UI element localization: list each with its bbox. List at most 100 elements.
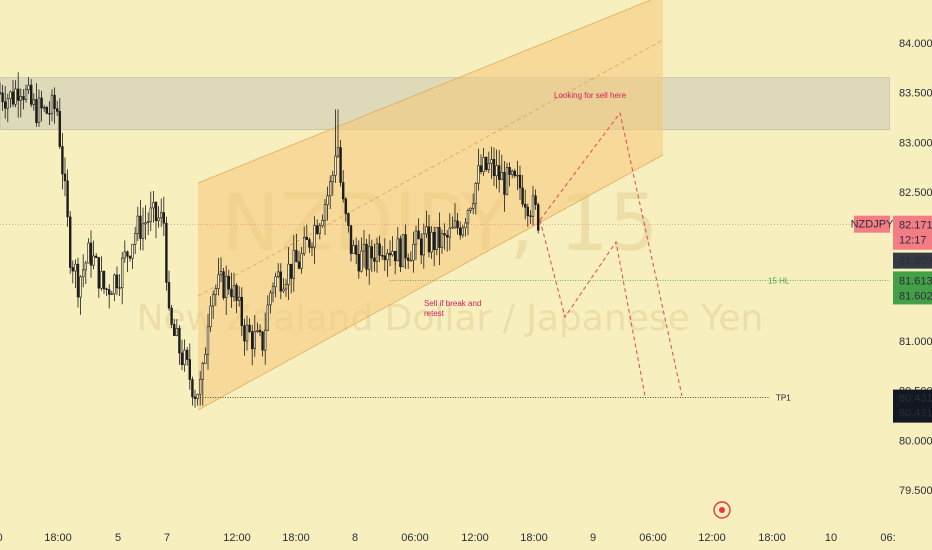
candle-body bbox=[344, 198, 347, 214]
candle-body bbox=[16, 88, 20, 101]
annotation-sell-zone: Looking for sell here bbox=[554, 91, 627, 100]
candle-body bbox=[536, 204, 540, 231]
annotations-layer: Looking for sell here Sell if break andre… bbox=[424, 91, 627, 318]
candle-body bbox=[251, 331, 254, 350]
candle-body bbox=[19, 96, 22, 101]
candle-body bbox=[134, 233, 137, 245]
candle-body bbox=[451, 226, 454, 229]
candle-body bbox=[40, 97, 43, 109]
time-marker-dot bbox=[719, 507, 725, 513]
candle-body bbox=[276, 271, 280, 277]
candle-body bbox=[531, 195, 535, 217]
x-tick-label: 18:00 bbox=[44, 532, 72, 544]
channel-fill bbox=[198, 0, 663, 410]
x-tick-label: 18:00 bbox=[758, 532, 786, 544]
candle-body bbox=[523, 203, 527, 208]
x-tick-label: 18:00 bbox=[282, 532, 310, 544]
candle-body bbox=[464, 222, 467, 229]
candle-body bbox=[193, 396, 197, 399]
candle-body bbox=[526, 206, 530, 217]
symbol-tag-text: NZDJPY bbox=[851, 219, 894, 231]
candle-body bbox=[469, 208, 472, 211]
green-price-tags bbox=[893, 271, 932, 305]
candle-body bbox=[105, 288, 108, 290]
candle-body bbox=[4, 101, 7, 109]
x-tick-label: 12:00 bbox=[698, 532, 726, 544]
candle-body bbox=[22, 96, 25, 100]
candle-body bbox=[409, 259, 412, 262]
candle-body bbox=[422, 233, 425, 256]
y-tick-label: 79.500 bbox=[899, 485, 932, 497]
tp-price-text-1: 80.431 bbox=[899, 393, 932, 405]
dark-price-tag bbox=[893, 252, 932, 269]
candle-body bbox=[183, 349, 186, 366]
candle-body bbox=[139, 215, 142, 239]
candle-body bbox=[380, 255, 384, 257]
candle-body bbox=[458, 227, 462, 236]
candle-body bbox=[425, 226, 428, 235]
candle-body bbox=[32, 99, 36, 105]
candle-body bbox=[110, 293, 114, 295]
candle-body bbox=[510, 170, 514, 175]
candle-body bbox=[438, 227, 441, 248]
candle-body bbox=[318, 225, 321, 234]
candle-body bbox=[274, 276, 277, 288]
candle-body bbox=[160, 212, 163, 219]
candle-body bbox=[253, 331, 256, 350]
candle-body bbox=[321, 220, 324, 226]
candle-body bbox=[82, 269, 85, 278]
channel-lower-line bbox=[197, 154, 664, 411]
channel-mid-line bbox=[197, 39, 664, 297]
candle-body bbox=[128, 256, 132, 259]
candle-body bbox=[289, 263, 293, 279]
candle-body bbox=[214, 288, 217, 295]
candle-body bbox=[113, 274, 116, 295]
candle-body bbox=[102, 270, 106, 290]
symbol-tag bbox=[854, 215, 890, 233]
candle-body bbox=[243, 325, 246, 342]
candle-body bbox=[225, 275, 228, 299]
candle-body bbox=[201, 363, 204, 380]
projection-layer bbox=[539, 111, 683, 397]
candle-body bbox=[149, 207, 152, 222]
x-tick-label: :00 bbox=[0, 532, 3, 544]
time-axis[interactable]: :00 18:00 5 7 12:00 18:00 8 06:00 12:00 18:00 9 06:… bbox=[0, 501, 896, 550]
candle-body bbox=[144, 222, 147, 225]
candle-body bbox=[378, 243, 381, 256]
candle-body bbox=[186, 349, 189, 360]
candle-body bbox=[432, 231, 436, 250]
candle-body bbox=[136, 215, 139, 234]
candle-body bbox=[71, 267, 75, 272]
candle-body bbox=[404, 234, 407, 259]
x-tick-label: 06:00 bbox=[639, 532, 667, 544]
candle-body bbox=[235, 285, 238, 301]
candle-body bbox=[521, 187, 524, 205]
candle-body bbox=[448, 227, 451, 238]
y-tick-label: 81.000 bbox=[899, 336, 932, 348]
time-marker-icon bbox=[713, 501, 731, 519]
candle-body bbox=[178, 328, 181, 354]
x-tick-label: 5 bbox=[115, 532, 121, 544]
candle-body bbox=[152, 202, 155, 209]
candle-body bbox=[11, 91, 15, 105]
candle-body bbox=[482, 157, 485, 172]
x-tick-label: 06:00 bbox=[401, 532, 429, 544]
candle-body bbox=[29, 84, 33, 105]
candle-body bbox=[466, 210, 470, 224]
x-tick-label: 7 bbox=[164, 532, 170, 544]
time-axis-bg bbox=[0, 525, 890, 550]
candle-body bbox=[508, 167, 511, 175]
candle-body bbox=[406, 257, 410, 261]
candle-body bbox=[484, 157, 488, 170]
candle-body bbox=[310, 246, 314, 249]
candle-body bbox=[188, 359, 191, 380]
candle-body bbox=[360, 250, 363, 272]
candle-body bbox=[256, 330, 259, 332]
candle-body bbox=[53, 94, 56, 109]
candle-body bbox=[474, 183, 477, 205]
candle-body bbox=[95, 255, 98, 258]
candle-body bbox=[50, 94, 54, 114]
candle-body bbox=[430, 231, 433, 253]
candle-body bbox=[89, 242, 93, 266]
